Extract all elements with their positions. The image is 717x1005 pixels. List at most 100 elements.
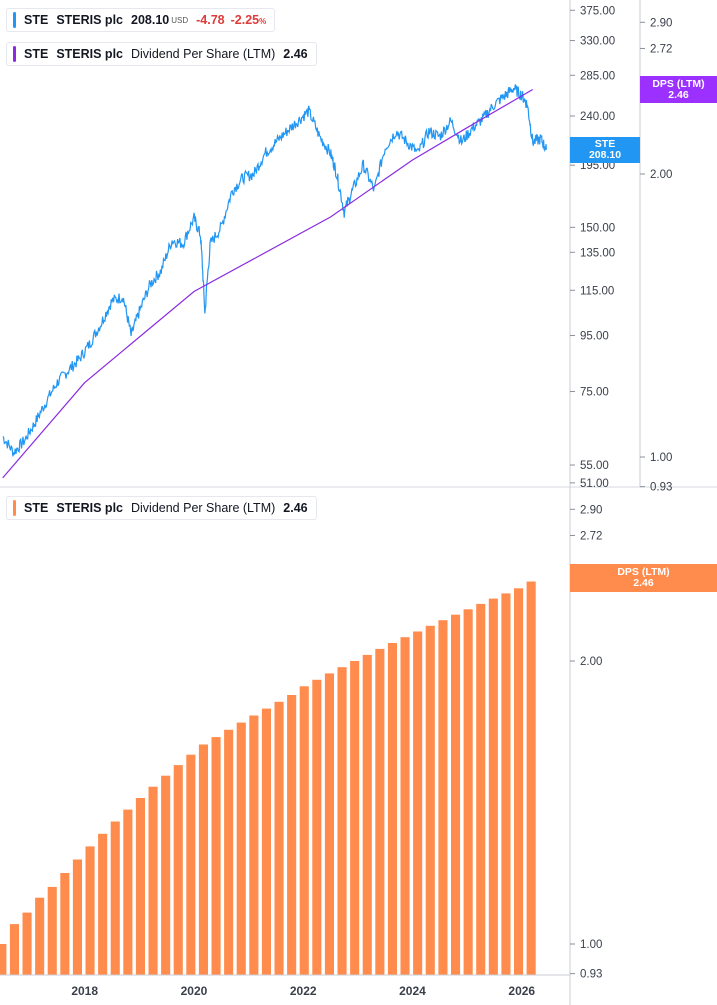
dps-tick-label: 0.93 — [650, 482, 672, 494]
x-tick-label: 2018 — [71, 984, 98, 998]
price-tick-label: 195.00 — [580, 160, 615, 172]
dps-bar — [324, 673, 334, 975]
legend-change: -4.78 — [196, 13, 225, 27]
dps-bar — [60, 873, 70, 975]
price-last-value-tag: STE 208.10 — [570, 137, 640, 163]
dps-bar — [362, 654, 372, 975]
price-line — [2, 84, 547, 457]
legend-change-pct: -2.25% — [231, 13, 267, 27]
dps-bottom-tag-label: DPS (LTM) — [617, 566, 670, 578]
dps-bar — [123, 809, 133, 975]
legend-currency: USD — [171, 15, 189, 25]
dps-bar — [110, 821, 120, 975]
dps-bar — [413, 631, 423, 975]
price-tick-label: 55.00 — [580, 460, 609, 472]
dps-bar — [287, 695, 297, 975]
dps-bar — [501, 593, 511, 975]
legend-indicator-name: Dividend Per Share (LTM) — [131, 47, 276, 61]
dps-legend-bottom[interactable]: STE STERIS plc Dividend Per Share (LTM) … — [6, 496, 317, 520]
dps-bar — [312, 679, 322, 975]
dps-bar — [476, 603, 486, 975]
legend-indicator-value: 2.46 — [283, 501, 308, 515]
dps-series-swatch — [13, 46, 16, 62]
legend-change-pct-value: -2.25 — [230, 13, 260, 27]
dps-bar — [249, 715, 259, 975]
dps-bar — [35, 897, 45, 975]
bottom-pane — [0, 581, 536, 975]
dps-tick-label: 2.90 — [650, 17, 672, 29]
dps-bar — [375, 648, 385, 975]
dps-bar — [463, 609, 473, 975]
dps-bar — [0, 944, 7, 975]
dps-bar — [211, 737, 221, 975]
dps-bottom-last-value-tag: DPS (LTM) 2.46 — [570, 564, 717, 592]
dps-bar — [350, 661, 360, 975]
dps-bar — [173, 765, 183, 975]
bottom-tick-label: 2.00 — [580, 656, 602, 668]
dps-bar — [186, 754, 196, 975]
price-tick-label: 240.00 — [580, 111, 615, 123]
top-pane — [2, 84, 547, 479]
price-tick-label: 75.00 — [580, 387, 609, 399]
dps-bar — [337, 667, 347, 975]
dps-tick-label: 2.00 — [650, 169, 672, 181]
dps-bar — [72, 859, 82, 975]
x-tick-label: 2024 — [399, 984, 426, 998]
legend-indicator-name: Dividend Per Share (LTM) — [131, 501, 276, 515]
price-tick-label: 375.00 — [580, 5, 615, 17]
price-legend[interactable]: STE STERIS plc 208.10 USD -4.78 -2.25% — [6, 8, 276, 32]
dps-tick-label: 2.72 — [650, 43, 672, 55]
x-tick-label: 2026 — [508, 984, 535, 998]
dps-bar — [400, 637, 410, 975]
price-tag-value: 208.10 — [588, 149, 622, 161]
legend-indicator-value: 2.46 — [283, 47, 308, 61]
price-tag-symbol: STE — [594, 138, 616, 150]
dps-bar — [387, 643, 397, 975]
dps-bar — [98, 833, 108, 975]
dps-bar — [425, 625, 435, 975]
legend-price: 208.10 — [131, 13, 170, 27]
x-tick-label: 2020 — [181, 984, 208, 998]
dps-bar — [161, 775, 171, 975]
price-tick-label: 51.00 — [580, 478, 609, 490]
dps-top-tag-label: DPS (LTM) — [652, 77, 705, 90]
dps-bar — [224, 729, 234, 975]
price-tick-label: 150.00 — [580, 222, 615, 234]
bottom-tick-label: 1.00 — [580, 939, 602, 951]
dps-bar — [514, 588, 524, 975]
dps-top-tag-value: 2.46 — [668, 88, 689, 101]
dps-bar — [488, 598, 498, 975]
dps-bar — [438, 620, 448, 975]
dps-bar — [274, 701, 284, 975]
legend-company-name: STERIS plc — [56, 13, 123, 27]
dps-legend-top[interactable]: STE STERIS plc Dividend Per Share (LTM) … — [6, 42, 317, 66]
price-tick-label: 115.00 — [580, 285, 614, 297]
legend-pct-sign: % — [259, 17, 267, 26]
dps-line — [2, 88, 534, 479]
price-tick-label: 135.00 — [580, 247, 615, 259]
price-tick-label: 285.00 — [580, 70, 615, 82]
dps-bar — [299, 686, 309, 975]
bottom-tick-label: 2.72 — [580, 530, 602, 542]
price-tick-label: 330.00 — [580, 36, 615, 48]
dps-tick-label: 1.00 — [650, 452, 672, 464]
dps-bar — [135, 798, 145, 975]
bottom-tick-label: 0.93 — [580, 969, 602, 981]
dps-bar — [47, 886, 57, 975]
dps-bar — [198, 744, 208, 975]
dps-bar — [85, 846, 95, 975]
legend-symbol: STE — [24, 13, 49, 27]
legend-symbol: STE — [24, 47, 49, 61]
x-tick-label: 2022 — [290, 984, 317, 998]
dps-bar — [148, 786, 158, 975]
legend-company-name: STERIS plc — [56, 501, 123, 515]
dps-top-last-value-tag: DPS (LTM) 2.46 — [640, 76, 717, 103]
dps-bar — [236, 722, 246, 975]
dps-bar-swatch — [13, 500, 16, 516]
price-tick-label: 95.00 — [580, 331, 609, 343]
dps-bar — [9, 924, 19, 975]
bottom-tick-label: 2.90 — [580, 504, 602, 516]
dps-bar — [526, 581, 536, 975]
